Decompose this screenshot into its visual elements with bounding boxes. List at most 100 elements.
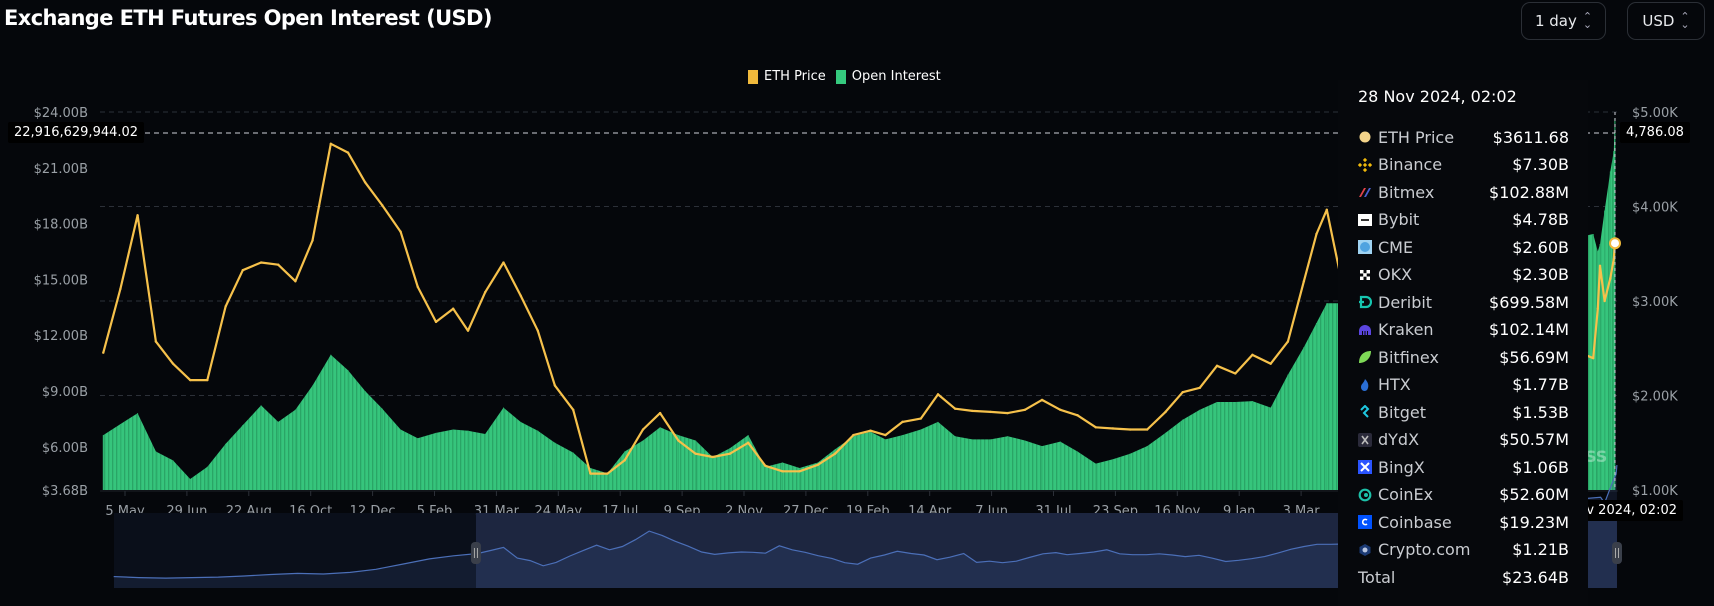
- eth-price-point: [416, 285, 419, 288]
- tooltip-row-name: Bitmex: [1378, 182, 1435, 202]
- eth-price-point: [798, 470, 801, 473]
- eth-price-point: [1128, 428, 1132, 431]
- tooltip-row-name: Bitget: [1378, 402, 1426, 422]
- eth-price-point: [399, 230, 402, 233]
- currency-select[interactable]: USD ⌃ ⌄: [1627, 2, 1705, 40]
- interval-select[interactable]: 1 day ⌃ ⌄: [1521, 2, 1606, 40]
- tooltip-row-htx: HTX $1.77B: [1358, 373, 1569, 397]
- right-axis-tick-label: $1.00K: [1632, 484, 1678, 499]
- eth-price-point: [694, 452, 697, 455]
- tooltip-row-bitget: Bitget $1.53B: [1358, 400, 1569, 424]
- right-axis-tick-label: $4.00K: [1632, 201, 1678, 216]
- eth-price-point: [363, 181, 367, 184]
- eth-price-point: [1076, 414, 1079, 417]
- tooltip-row-value: $1.77B: [1512, 375, 1569, 394]
- eth-price-point: [1094, 426, 1097, 429]
- tooltip-row-value: $52.60M: [1499, 485, 1569, 504]
- tooltip-row-value: $2.60B: [1512, 237, 1569, 257]
- eth-price-point: [1234, 372, 1237, 375]
- legend-swatch-icon: [748, 69, 758, 84]
- bitmex-icon: [1358, 185, 1372, 199]
- eth-price-point: [502, 261, 505, 264]
- eth-price-point: [1609, 277, 1612, 280]
- crosshair-left-value: 22,916,629,944.02: [8, 122, 145, 143]
- cme-icon: [1358, 240, 1372, 254]
- legend-item-eth-price[interactable]: ETH Price: [748, 69, 826, 84]
- eth-price-point: [1325, 208, 1328, 212]
- left-axis-tick-label: $21.00B: [34, 162, 88, 177]
- eth-price-point: [346, 151, 350, 154]
- eth-price-point: [1598, 264, 1602, 268]
- eth-price-point: [677, 439, 680, 442]
- okx-icon: [1358, 268, 1372, 282]
- eth-price-point: [519, 294, 522, 297]
- tooltip-row-value: $102.14M: [1489, 320, 1569, 339]
- eth-price-point: [483, 291, 487, 294]
- eth-price-point: [781, 470, 784, 473]
- tooltip-row-bybit: Bybit $4.78B: [1358, 208, 1569, 232]
- tooltip-row-name: Bitfinex: [1378, 347, 1439, 367]
- navigator-handle[interactable]: [470, 542, 481, 564]
- chart-legend: ETH Price Open Interest: [748, 69, 941, 84]
- tooltip-row-crypto-com: Crypto.com $1.21B: [1358, 538, 1569, 562]
- eth-price-point: [1251, 353, 1254, 357]
- eth-price-dot-icon: [1358, 130, 1372, 144]
- tooltip-row-value: $23.64B: [1502, 567, 1569, 587]
- eth-price-point: [1603, 299, 1606, 303]
- tooltip-row-coinbase: Coinbase $19.23M: [1358, 510, 1569, 534]
- tooltip-row-value: $1.53B: [1512, 402, 1569, 422]
- eth-price-point: [1059, 408, 1062, 411]
- eth-price-point: [188, 378, 192, 382]
- eth-price-point: [154, 340, 158, 343]
- eth-price-point: [711, 455, 714, 459]
- eth-price-point: [1181, 390, 1184, 394]
- eth-price-point: [606, 472, 609, 475]
- htx-icon: [1358, 378, 1372, 392]
- left-axis-tick-label: $3.68B: [42, 484, 88, 499]
- right-axis-tick-label: $2.00K: [1632, 390, 1678, 405]
- eth-price-point: [277, 263, 280, 266]
- tooltip-row-name: Bybit: [1378, 210, 1420, 229]
- tooltip-row-kraken: Kraken $102.14M: [1358, 318, 1569, 342]
- tooltip-row-okx: OKX $2.30B: [1358, 263, 1569, 287]
- eth-price-point: [936, 393, 940, 396]
- tooltip-row-value: $1.21B: [1512, 540, 1569, 559]
- tooltip-row-name: Coinbase: [1378, 512, 1452, 532]
- eth-price-point: [884, 433, 887, 437]
- binance-icon: [1358, 157, 1372, 172]
- eth-price-point: [381, 204, 384, 207]
- navigator-line: [113, 465, 1618, 579]
- eth-price-point: [728, 452, 732, 455]
- eth-price-point: [764, 464, 767, 468]
- eth-price-point: [816, 463, 820, 466]
- eth-price-point: [1023, 408, 1027, 411]
- legend-label: Open Interest: [851, 69, 941, 84]
- left-axis-tick-label: $15.00B: [34, 273, 88, 288]
- eth-price-point: [641, 428, 645, 431]
- tooltip-row-binance: Binance $7.30B: [1358, 153, 1569, 177]
- bybit-icon: [1358, 213, 1372, 227]
- navigator-handle[interactable]: [1612, 542, 1622, 564]
- page-title: Exchange ETH Futures Open Interest (USD): [4, 6, 492, 30]
- eth-price-point: [119, 287, 122, 291]
- tooltip-row-value: $102.88M: [1489, 182, 1569, 202]
- tooltip-row-value: $1.06B: [1512, 457, 1569, 477]
- eth-price-point: [919, 417, 923, 420]
- chevron-up-down-icon: ⌃ ⌄: [1680, 10, 1690, 31]
- eth-price-point: [451, 307, 455, 310]
- tooltip-row-deribit: Deribit $699.58M: [1358, 290, 1569, 314]
- eth-price-point: [1198, 386, 1202, 390]
- eth-price-point: [102, 351, 105, 354]
- legend-item-open-interest[interactable]: Open Interest: [835, 69, 941, 84]
- tooltip-row-name: Total: [1358, 567, 1396, 587]
- left-axis-tick-label: $9.00B: [42, 385, 88, 400]
- tooltip-row-name: Binance: [1378, 155, 1443, 174]
- eth-price-hover-marker: [1609, 237, 1621, 250]
- tooltip-row-value: $4.78B: [1512, 210, 1569, 229]
- left-axis-tick-label: $12.00B: [34, 329, 88, 344]
- tooltip-row-name: Kraken: [1378, 320, 1434, 339]
- chevron-up-down-icon: ⌃ ⌄: [1582, 10, 1593, 31]
- eth-price-point: [466, 329, 470, 332]
- eth-price-point: [746, 441, 750, 444]
- tooltip-row-value: $699.58M: [1489, 292, 1569, 312]
